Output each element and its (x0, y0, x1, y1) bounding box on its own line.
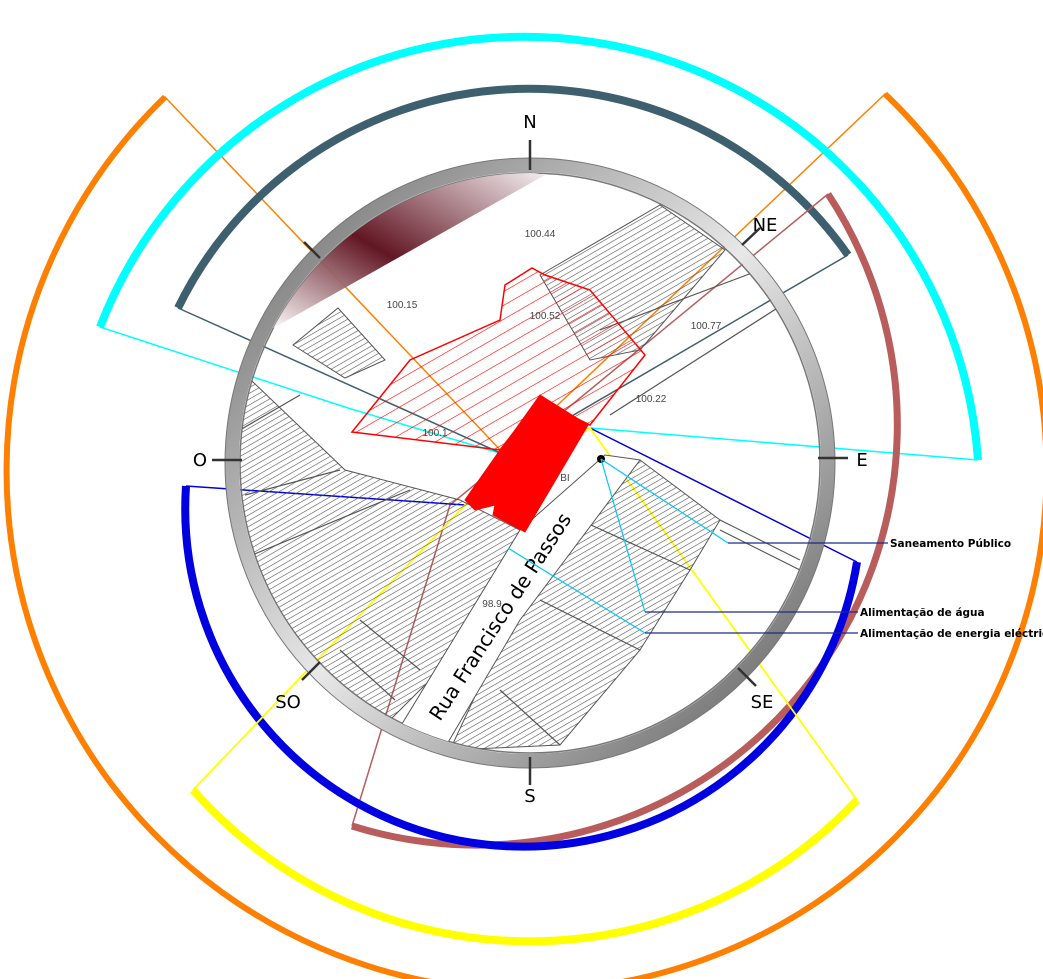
blue-arc-band (181, 485, 861, 851)
yellow-arc-band (190, 787, 860, 946)
elevation-label: 100.44 (525, 229, 556, 240)
compass-northeast-label: NE (753, 215, 778, 236)
compass-north-label: N (523, 112, 536, 133)
orange-arc-band (3, 91, 1043, 979)
elevation-label: 100.1 (422, 428, 447, 439)
street (379, 454, 641, 753)
compass-southwest-label: SO (275, 692, 301, 713)
compass-west-label: O (193, 450, 207, 471)
elevation-label: 100.22 (636, 394, 667, 405)
compass-southeast-label: SE (751, 692, 774, 713)
elevation-label: 100.77 (691, 321, 722, 332)
elevation-label: 98.9 (482, 599, 502, 610)
elevation-label: 100.15 (387, 300, 418, 311)
compass-south-label: S (524, 786, 535, 807)
callout-sewer: Saneamento Público (890, 538, 1011, 550)
building-footprint (464, 394, 589, 533)
building-label: BI (560, 473, 569, 484)
site-plan: 100.44 100.15 100.52 100.77 100.22 100.1… (240, 173, 801, 753)
compass-east-label: E (856, 450, 867, 471)
lot-nw-small (292, 307, 386, 379)
shade-band (270, 173, 545, 330)
callout-power: Alimentação de energia eléctrica (860, 628, 1043, 640)
utility-leaders (507, 458, 729, 634)
callout-water: Alimentação de água (860, 607, 985, 619)
lot-lines (240, 269, 801, 746)
elevation-label: 100.52 (530, 311, 561, 322)
compass-ticks (212, 140, 848, 785)
cyan-arc-band (96, 32, 982, 461)
teal-arc-band (174, 84, 852, 310)
callout-leaders (645, 542, 888, 634)
